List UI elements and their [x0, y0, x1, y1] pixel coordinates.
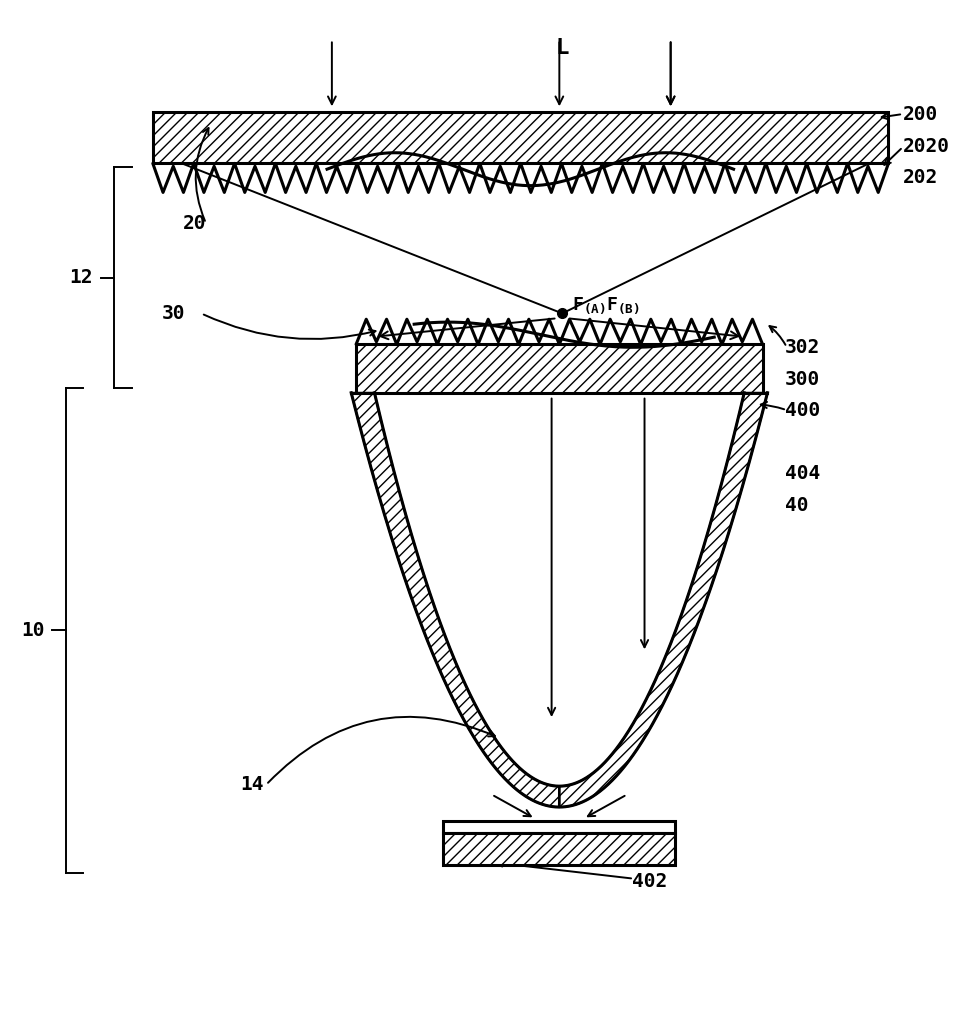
Text: 40: 40: [784, 496, 808, 514]
Bar: [443, 834, 675, 865]
Text: 300: 300: [784, 370, 819, 388]
Text: L: L: [556, 39, 568, 58]
Text: 10: 10: [20, 621, 45, 640]
Text: 14: 14: [240, 776, 264, 794]
Bar: [153, 113, 888, 163]
Text: 200: 200: [903, 104, 938, 124]
Text: 400: 400: [784, 401, 819, 420]
Polygon shape: [351, 392, 559, 807]
Bar: [356, 345, 762, 392]
Text: 30: 30: [162, 304, 185, 322]
Text: 302: 302: [784, 338, 819, 357]
Text: 12: 12: [69, 268, 92, 287]
Bar: [443, 820, 675, 834]
Text: 404: 404: [784, 463, 819, 483]
Text: 402: 402: [631, 872, 667, 891]
Text: 202: 202: [903, 168, 938, 188]
Polygon shape: [559, 392, 767, 807]
Text: $\mathregular{F_{(A)}F_{(B)}}$: $\mathregular{F_{(A)}F_{(B)}}$: [571, 295, 639, 316]
Text: 20: 20: [183, 214, 206, 233]
Text: 2020: 2020: [903, 138, 950, 156]
